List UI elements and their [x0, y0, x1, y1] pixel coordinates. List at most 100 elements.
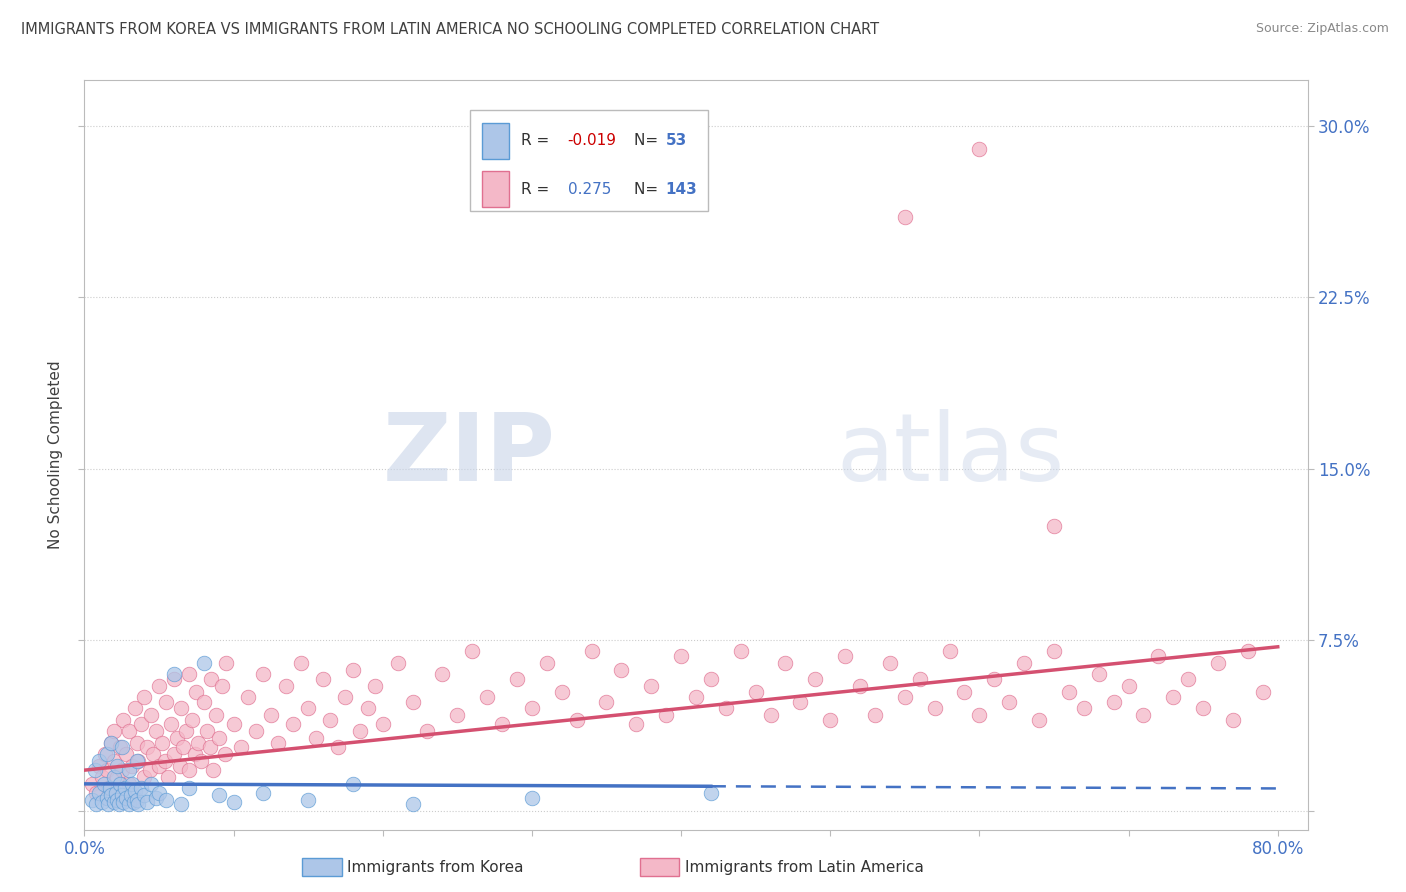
- Point: [475, 690, 498, 704]
- Point: [610, 663, 633, 677]
- Point: [849, 679, 872, 693]
- Point: [155, 695, 177, 709]
- Point: [190, 754, 212, 768]
- Point: [132, 789, 155, 803]
- Point: [371, 717, 394, 731]
- Point: [94, 747, 117, 761]
- Point: [163, 747, 186, 761]
- Text: ZIP: ZIP: [382, 409, 555, 501]
- Point: [207, 731, 229, 746]
- Point: [114, 781, 136, 796]
- Point: [103, 724, 125, 739]
- Point: [1087, 667, 1109, 681]
- Point: [184, 747, 207, 761]
- Point: [998, 695, 1021, 709]
- Point: [124, 701, 146, 715]
- Point: [595, 695, 617, 709]
- Point: [84, 797, 107, 812]
- Point: [170, 701, 193, 715]
- Point: [125, 736, 148, 750]
- Point: [700, 672, 723, 686]
- Point: [136, 740, 159, 755]
- Point: [222, 795, 245, 809]
- Point: [148, 786, 170, 800]
- Point: [141, 708, 163, 723]
- Point: [96, 747, 118, 761]
- Point: [112, 795, 135, 809]
- Point: [834, 648, 856, 663]
- Point: [252, 667, 274, 681]
- Point: [319, 713, 342, 727]
- Point: [297, 701, 319, 715]
- Point: [177, 667, 200, 681]
- Point: [93, 777, 115, 791]
- Point: [1237, 644, 1260, 658]
- Point: [89, 758, 111, 772]
- Point: [105, 770, 128, 784]
- Point: [626, 717, 648, 731]
- Point: [132, 690, 155, 704]
- Point: [153, 754, 176, 768]
- Point: [655, 708, 678, 723]
- Point: [193, 656, 215, 670]
- Point: [714, 701, 737, 715]
- Point: [105, 758, 128, 772]
- Point: [204, 708, 226, 723]
- Point: [172, 740, 194, 755]
- Point: [1073, 701, 1095, 715]
- Text: R =: R =: [522, 133, 554, 148]
- Point: [818, 713, 841, 727]
- Point: [84, 786, 107, 800]
- Point: [283, 717, 305, 731]
- Point: [145, 790, 167, 805]
- Point: [111, 789, 134, 803]
- Point: [222, 717, 245, 731]
- Point: [252, 786, 274, 800]
- Point: [260, 708, 283, 723]
- Point: [863, 708, 886, 723]
- Point: [536, 656, 558, 670]
- Point: [364, 679, 387, 693]
- Point: [211, 679, 233, 693]
- Point: [953, 685, 976, 699]
- Point: [685, 690, 707, 704]
- Point: [1028, 713, 1050, 727]
- Point: [91, 795, 114, 809]
- Point: [894, 211, 917, 225]
- Point: [141, 777, 163, 791]
- Point: [326, 740, 349, 755]
- Text: atlas: atlas: [837, 409, 1064, 501]
- Point: [163, 672, 186, 686]
- Point: [1192, 701, 1215, 715]
- Point: [879, 656, 901, 670]
- Point: [177, 781, 200, 796]
- Point: [187, 736, 209, 750]
- Point: [160, 717, 183, 731]
- Point: [103, 754, 125, 768]
- Text: 143: 143: [665, 182, 697, 196]
- Point: [387, 656, 409, 670]
- Point: [520, 790, 543, 805]
- Point: [1163, 690, 1185, 704]
- Point: [118, 797, 141, 812]
- Point: [148, 679, 170, 693]
- Point: [401, 797, 423, 812]
- Point: [200, 672, 222, 686]
- Point: [446, 708, 468, 723]
- Point: [127, 754, 149, 768]
- Point: [506, 672, 529, 686]
- Point: [640, 679, 662, 693]
- Point: [132, 770, 155, 784]
- Point: [111, 740, 134, 755]
- Point: [96, 763, 118, 777]
- Point: [91, 770, 114, 784]
- Point: [297, 793, 319, 807]
- Point: [125, 793, 148, 807]
- Point: [1222, 713, 1244, 727]
- Point: [112, 713, 135, 727]
- Point: [127, 797, 149, 812]
- Point: [342, 663, 364, 677]
- Point: [432, 667, 454, 681]
- Point: [98, 781, 121, 796]
- Point: [342, 777, 364, 791]
